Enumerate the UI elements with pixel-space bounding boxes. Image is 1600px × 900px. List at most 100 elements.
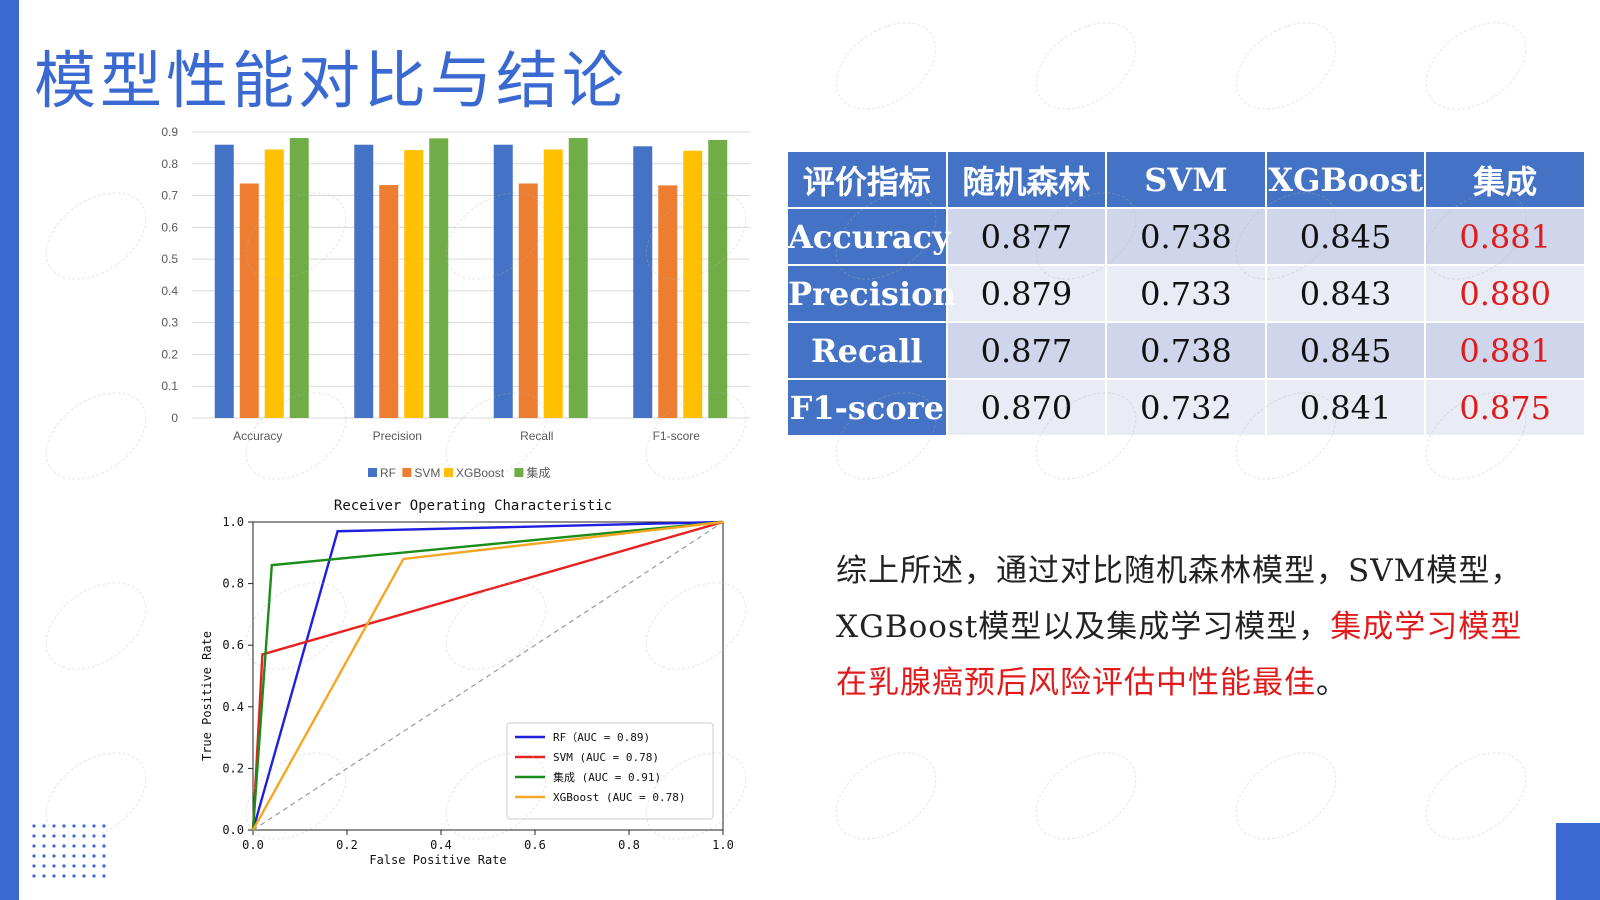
bar-SVM [658, 185, 678, 418]
roc-curve [251, 520, 724, 831]
cell-rf: 0.877 [945, 321, 1108, 380]
conclusion-text: 综上所述，通过对比随机森林模型，SVM模型，XGBoost模型以及集成学习模型，… [836, 543, 1544, 711]
legend-label: SVM [414, 466, 440, 480]
dot [62, 834, 66, 838]
legend-label: 集成 (AUC = 0.91) [553, 770, 661, 784]
y-tick-label: 0.5 [161, 252, 178, 266]
y-tick-label: 0.1 [161, 379, 178, 393]
dot [42, 864, 46, 868]
dot [102, 834, 106, 838]
dot [32, 824, 36, 828]
legend-label: 集成 [526, 465, 550, 480]
roc-curve [251, 520, 724, 831]
watermark-stamp [29, 564, 163, 688]
cell-rf: 0.879 [945, 264, 1108, 323]
x-tick-label: 1.0 [712, 838, 734, 852]
x-tick-label: Accuracy [233, 429, 282, 443]
y-tick-label: 0.0 [222, 823, 244, 837]
dot [52, 874, 56, 878]
cell-ensemble: 0.875 [1424, 378, 1586, 437]
roc-curve [251, 520, 724, 831]
dot [32, 854, 36, 858]
bar-集成 [708, 139, 728, 418]
header-metric: 评价指标 [786, 150, 948, 209]
cell-rf: 0.870 [945, 378, 1108, 437]
x-tick-label: 0.2 [336, 838, 358, 852]
y-tick-label: 0.4 [161, 284, 178, 298]
bar-XGBoost [543, 149, 563, 418]
table-row: Accuracy 0.877 0.738 0.845 0.881 [786, 207, 1586, 266]
dot [52, 854, 56, 858]
x-tick-label: 0.8 [618, 838, 640, 852]
watermark-stamp [819, 4, 953, 128]
dot [92, 864, 96, 868]
dot [62, 854, 66, 858]
left-accent-bar [0, 0, 19, 900]
x-tick-label: Recall [520, 429, 553, 443]
x-tick-label: 0.0 [242, 838, 264, 852]
dot [42, 834, 46, 838]
row-metric: Recall [786, 321, 948, 380]
dot [52, 844, 56, 848]
cell-xgb: 0.841 [1264, 378, 1427, 437]
dot [102, 874, 106, 878]
watermark-stamp [1409, 734, 1543, 858]
watermark-stamp [1019, 734, 1153, 858]
watermark-stamp [1219, 4, 1353, 128]
dot [102, 844, 106, 848]
dot [32, 874, 36, 878]
cell-svm: 0.732 [1105, 378, 1267, 437]
dot [72, 864, 76, 868]
dot [52, 824, 56, 828]
legend-label: RF（AUC = 0.89) [553, 731, 650, 744]
dot [72, 844, 76, 848]
dot [92, 834, 96, 838]
x-tick-label: 0.6 [524, 838, 546, 852]
legend-swatch [368, 468, 377, 477]
page-title: 模型性能对比与结论 [34, 44, 629, 117]
dot [32, 834, 36, 838]
dot [72, 874, 76, 878]
cell-rf: 0.877 [945, 207, 1108, 266]
roc-chart: Receiver Operating Characteristic 0.0 0.2 0… [200, 498, 734, 865]
dot [92, 844, 96, 848]
dot [42, 844, 46, 848]
conclusion-highlight: 集成学习模型在乳腺癌预后风险评估中性能最佳 [836, 609, 1523, 701]
header-rf: 随机森林 [945, 150, 1108, 209]
watermark-stamp [29, 174, 163, 298]
row-metric: Accuracy [786, 207, 951, 266]
cell-ensemble: 0.881 [1424, 207, 1586, 266]
dot [32, 864, 36, 868]
y-axis-label: True Positive Rate [200, 631, 214, 761]
dot [42, 824, 46, 828]
dot [62, 844, 66, 848]
bar-SVM [518, 183, 538, 418]
y-tick-label: 1.0 [222, 515, 244, 529]
dot [82, 824, 86, 828]
dot [92, 854, 96, 858]
dot [52, 834, 56, 838]
dot [82, 854, 86, 858]
conclusion-end: 。 [1316, 665, 1348, 701]
x-tick-label: F1-score [653, 429, 701, 443]
y-tick-label: 0.2 [161, 347, 178, 361]
table-row: F1-score 0.870 0.732 0.841 0.875 [786, 378, 1586, 437]
chart-title: Receiver Operating Characteristic [334, 498, 612, 514]
x-axis-label: False Positive Rate [369, 853, 506, 865]
y-tick-label: 0.9 [161, 125, 178, 139]
cell-xgb: 0.845 [1264, 207, 1427, 266]
cell-xgb: 0.845 [1264, 321, 1427, 380]
bar-集成 [429, 138, 449, 418]
bar-集成 [289, 138, 309, 418]
dot [42, 874, 46, 878]
legend-swatch [402, 468, 412, 477]
bar-chart: 0 0.1 0.2 0.3 0.4 0.5 0.6 0.7 0.8 0.9 Accuracy Prec… [161, 125, 750, 480]
y-tick-label: 0.2 [222, 761, 244, 775]
dot [102, 864, 106, 868]
metrics-table: 评价指标 随机森林 SVM XGBoost 集成 Accuracy 0.877 … [786, 150, 1586, 437]
legend-label: SVM (AUC = 0.78) [553, 751, 659, 764]
table-row: Recall 0.877 0.738 0.845 0.881 [786, 321, 1586, 380]
bar-XGBoost [264, 149, 284, 418]
x-tick-label: Precision [373, 429, 422, 443]
legend-label: XGBoost [456, 466, 505, 480]
